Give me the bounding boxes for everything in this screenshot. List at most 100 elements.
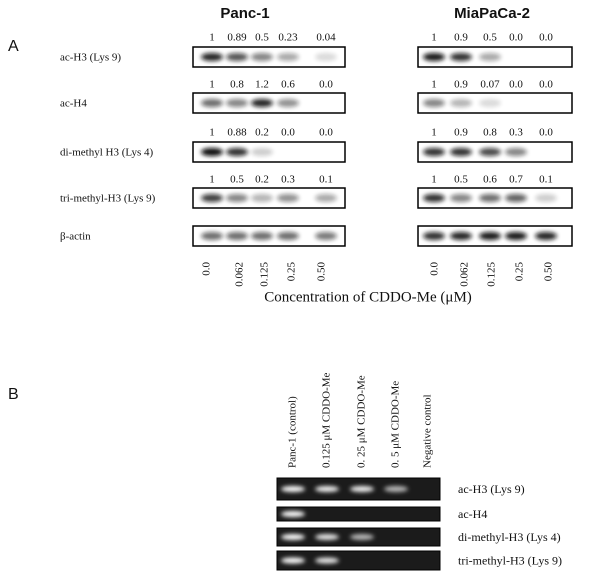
concentration-label: 0.50 (543, 262, 555, 282)
quantification: 0.7 (509, 174, 523, 186)
concentration-label: 0.0 (429, 262, 441, 276)
concentration-label: 0.062 (459, 262, 471, 287)
quantification: 0.2 (255, 174, 269, 186)
band (315, 232, 337, 240)
band (277, 99, 299, 107)
row-label: ac-H4 (60, 98, 87, 110)
concentration-label: 0.062 (234, 262, 246, 287)
band (226, 232, 248, 240)
row-label: ac-H3 (Lys 9) (458, 482, 525, 496)
cell-line-title: Panc-1 (220, 5, 269, 22)
band (479, 232, 501, 240)
lane-label: 0.125 μM CDDO-Me (321, 372, 333, 468)
quantification: 1 (431, 32, 437, 44)
quantification: 0.0 (319, 79, 333, 91)
quantification: 0.8 (230, 79, 244, 91)
quantification: 1 (209, 174, 215, 186)
axis-label: Concentration of CDDO-Me (μM) (264, 289, 472, 305)
band (315, 53, 337, 61)
concentration-label: 0.25 (514, 262, 526, 282)
quantification: 1 (431, 79, 437, 91)
band (277, 53, 299, 61)
quantification: 0.5 (454, 174, 468, 186)
gel-band (315, 486, 339, 492)
lane-label: Panc-1 (control) (287, 396, 299, 468)
quantification: 0.0 (539, 127, 553, 139)
quantification: 0.9 (454, 32, 468, 44)
row-label: di-methyl H3 (Lys 4) (60, 147, 154, 159)
band (251, 99, 273, 107)
band (226, 53, 248, 61)
cell-line-title: MiaPaCa-2 (454, 5, 530, 22)
quantification: 0.6 (483, 174, 497, 186)
row-label: di-methyl-H3 (Lys 4) (458, 530, 561, 544)
band (423, 194, 445, 202)
panel-label: A (8, 38, 19, 55)
gel-band (281, 511, 305, 517)
band (450, 99, 472, 107)
band (201, 194, 223, 202)
quantification: 0.1 (319, 174, 333, 186)
quantification: 0.0 (509, 32, 523, 44)
gel-band (281, 534, 305, 540)
gel-strip (276, 550, 441, 571)
band (450, 53, 472, 61)
quantification: 1.2 (255, 79, 269, 91)
lane-label: 0. 25 μM CDDO-Me (356, 375, 368, 468)
band (479, 148, 501, 156)
band (535, 232, 557, 240)
band (423, 99, 445, 107)
quantification: 1 (209, 79, 215, 91)
band (505, 232, 527, 240)
band (423, 148, 445, 156)
band (251, 194, 273, 202)
concentration-label: 0.25 (286, 262, 298, 282)
band (505, 148, 527, 156)
gel-band (315, 534, 339, 540)
quantification: 0.88 (227, 127, 247, 139)
concentration-label: 0.125 (486, 262, 498, 287)
quantification: 0.3 (509, 127, 523, 139)
band (226, 148, 248, 156)
quantification: 0.0 (281, 127, 295, 139)
gel-band (350, 534, 374, 540)
row-label: tri-methyl-H3 (Lys 9) (458, 553, 562, 567)
lane-label: 0. 5 μM CDDO-Me (390, 381, 402, 468)
band (251, 53, 273, 61)
panel-label: B (8, 386, 19, 403)
band (479, 99, 501, 107)
quantification: 0.9 (454, 79, 468, 91)
quantification: 0.07 (480, 79, 500, 91)
band (201, 232, 223, 240)
quantification: 0.04 (316, 32, 336, 44)
gel-band (281, 557, 305, 564)
band (505, 194, 527, 202)
row-label: β-actin (60, 231, 91, 243)
quantification: 1 (209, 127, 215, 139)
band (450, 194, 472, 202)
quantification: 1 (431, 127, 437, 139)
quantification: 0.5 (230, 174, 244, 186)
gel-band (384, 486, 408, 492)
band (479, 53, 501, 61)
quantification: 0.0 (509, 79, 523, 91)
row-label: ac-H3 (Lys 9) (60, 52, 121, 64)
band (201, 99, 223, 107)
row-label: tri-methyl-H3 (Lys 9) (60, 193, 156, 205)
quantification: 0.0 (539, 32, 553, 44)
quantification: 0.2 (255, 127, 269, 139)
quantification: 1 (209, 32, 215, 44)
band (423, 232, 445, 240)
band (226, 194, 248, 202)
band (251, 232, 273, 240)
quantification: 1 (431, 174, 437, 186)
quantification: 0.5 (255, 32, 269, 44)
quantification: 0.9 (454, 127, 468, 139)
row-label: ac-H4 (458, 507, 487, 521)
concentration-label: 0.0 (201, 262, 213, 276)
band (535, 194, 557, 202)
band (277, 232, 299, 240)
band (450, 148, 472, 156)
